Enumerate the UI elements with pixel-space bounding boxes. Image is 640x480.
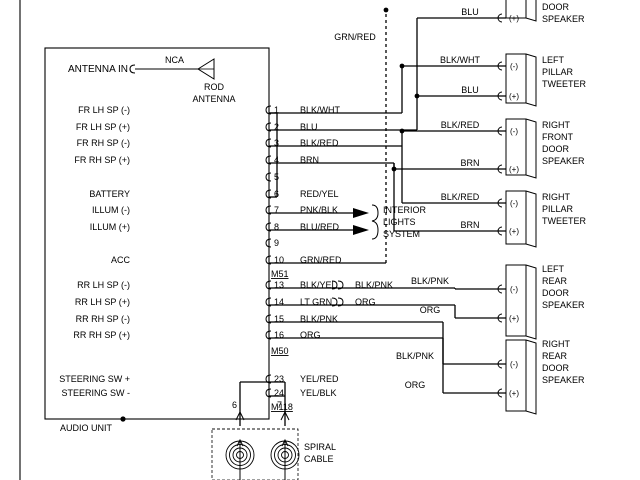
- svg-text:BLK/RED: BLK/RED: [441, 192, 480, 202]
- svg-text:BLK/PNK: BLK/PNK: [396, 351, 434, 361]
- svg-text:ACC: ACC: [111, 255, 131, 265]
- svg-text:RR LH SP (-): RR LH SP (-): [77, 280, 130, 290]
- svg-text:M51: M51: [271, 269, 289, 279]
- svg-text:DOOR: DOOR: [542, 288, 570, 298]
- svg-text:(+): (+): [509, 14, 519, 23]
- svg-text:PILLAR: PILLAR: [542, 67, 574, 77]
- svg-text:(-): (-): [510, 62, 518, 71]
- svg-text:(-): (-): [510, 285, 518, 294]
- svg-text:STEERING SW +: STEERING SW +: [59, 374, 130, 384]
- svg-text:SPEAKER: SPEAKER: [542, 375, 585, 385]
- svg-text:BLK/PNK: BLK/PNK: [411, 276, 449, 286]
- svg-text:DOOR: DOOR: [542, 2, 570, 12]
- svg-text:BLU: BLU: [461, 7, 479, 17]
- svg-text:BRN: BRN: [460, 220, 479, 230]
- svg-text:BATTERY: BATTERY: [89, 189, 130, 199]
- svg-text:(+): (+): [509, 92, 519, 101]
- svg-text:(-): (-): [510, 360, 518, 369]
- svg-text:RIGHT: RIGHT: [542, 120, 571, 130]
- svg-text:RIGHT: RIGHT: [542, 339, 571, 349]
- svg-text:RR RH SP (+): RR RH SP (+): [73, 330, 130, 340]
- svg-text:BLU: BLU: [461, 85, 479, 95]
- svg-text:M50: M50: [271, 346, 289, 356]
- svg-text:(-): (-): [510, 199, 518, 208]
- svg-text:FR RH SP (+): FR RH SP (+): [74, 155, 130, 165]
- svg-text:(+): (+): [509, 314, 519, 323]
- svg-text:6: 6: [232, 400, 237, 410]
- svg-text:STEERING SW -: STEERING SW -: [61, 388, 130, 398]
- svg-text:(+): (+): [509, 165, 519, 174]
- svg-text:PILLAR: PILLAR: [542, 204, 574, 214]
- svg-text:SYSTEM: SYSTEM: [383, 229, 420, 239]
- svg-text:ILLUM (+): ILLUM (+): [90, 222, 130, 232]
- svg-text:INTERIOR: INTERIOR: [383, 205, 427, 215]
- svg-text:7: 7: [277, 400, 282, 410]
- svg-text:GRN/RED: GRN/RED: [334, 32, 376, 42]
- svg-text:LEFT: LEFT: [542, 55, 565, 65]
- svg-text:RED/YEL: RED/YEL: [300, 189, 339, 199]
- svg-text:REAR: REAR: [542, 351, 568, 361]
- svg-text:RIGHT: RIGHT: [542, 192, 571, 202]
- svg-text:(-): (-): [510, 127, 518, 136]
- svg-text:(+): (+): [509, 389, 519, 398]
- svg-text:YEL/BLK: YEL/BLK: [300, 388, 337, 398]
- svg-text:BRN: BRN: [460, 158, 479, 168]
- svg-text:RR LH SP (+): RR LH SP (+): [75, 297, 130, 307]
- svg-text:FR LH SP (-): FR LH SP (-): [78, 105, 130, 115]
- svg-text:FRONT: FRONT: [542, 132, 573, 142]
- svg-text:NCA: NCA: [165, 55, 184, 65]
- svg-text:ILLUM (-): ILLUM (-): [92, 205, 130, 215]
- svg-text:ANTENNA: ANTENNA: [192, 94, 235, 104]
- svg-text:ORG: ORG: [420, 305, 441, 315]
- svg-text:SPEAKER: SPEAKER: [542, 300, 585, 310]
- svg-text:LIGHTS: LIGHTS: [383, 217, 416, 227]
- svg-text:SPIRAL: SPIRAL: [304, 442, 336, 452]
- svg-text:DOOR: DOOR: [542, 144, 570, 154]
- svg-text:ORG: ORG: [405, 380, 426, 390]
- svg-text:DOOR: DOOR: [542, 363, 570, 373]
- svg-text:TWEETER: TWEETER: [542, 79, 586, 89]
- svg-text:TWEETER: TWEETER: [542, 216, 586, 226]
- svg-text:9: 9: [274, 238, 279, 248]
- svg-text:REAR: REAR: [542, 276, 568, 286]
- svg-text:LEFT: LEFT: [542, 264, 565, 274]
- svg-text:(+): (+): [509, 227, 519, 236]
- svg-text:SPEAKER: SPEAKER: [542, 14, 585, 24]
- svg-text:ANTENNA IN: ANTENNA IN: [68, 64, 128, 75]
- svg-text:YEL/RED: YEL/RED: [300, 374, 339, 384]
- svg-text:AUDIO UNIT: AUDIO UNIT: [60, 423, 113, 433]
- svg-text:CABLE: CABLE: [304, 454, 334, 464]
- svg-text:FR LH SP (+): FR LH SP (+): [76, 122, 130, 132]
- svg-text:BLK/RED: BLK/RED: [441, 120, 480, 130]
- svg-text:RR RH SP (-): RR RH SP (-): [76, 314, 130, 324]
- svg-text:FR RH SP (-): FR RH SP (-): [77, 138, 130, 148]
- svg-text:SPEAKER: SPEAKER: [542, 156, 585, 166]
- svg-text:BLK/WHT: BLK/WHT: [440, 55, 481, 65]
- svg-text:ROD: ROD: [204, 82, 225, 92]
